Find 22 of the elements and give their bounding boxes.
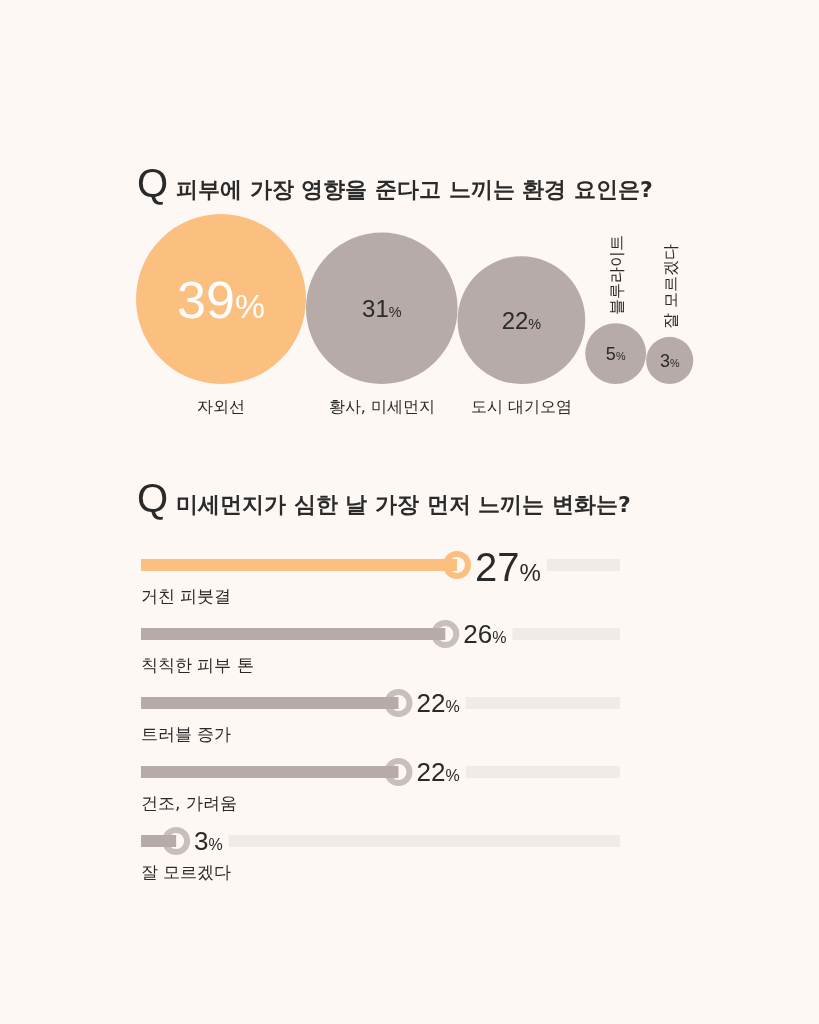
y-tick-label: 거친 피붓결 bbox=[141, 586, 232, 606]
category-label: 잘 모르겠다 bbox=[660, 243, 680, 329]
y-tick-label: 트러블 증가 bbox=[141, 724, 232, 744]
data-label: 22% bbox=[501, 306, 542, 334]
data-label: 5% bbox=[605, 344, 626, 365]
data-label: 3% bbox=[659, 350, 680, 371]
data-label: 26% bbox=[463, 619, 507, 649]
y-tick-label: 잘 모르겠다 bbox=[141, 862, 232, 882]
y-tick-label: 칙칙한 피부 톤 bbox=[141, 655, 254, 675]
data-label: 22% bbox=[416, 688, 460, 718]
data-label: 3% bbox=[194, 826, 223, 856]
data-label: 22% bbox=[416, 757, 460, 787]
category-label: 도시 대기오염 bbox=[470, 397, 572, 416]
data-label: 31% bbox=[362, 294, 402, 322]
text: Q 피부에 가장 영향을 준다고 느끼는 환경 요인은? bbox=[137, 161, 653, 205]
category-label: 자외선 bbox=[197, 397, 245, 416]
data-label: 39% bbox=[177, 270, 265, 329]
category-label: 황사, 미세먼지 bbox=[328, 397, 435, 416]
data-label: 27% bbox=[475, 545, 541, 589]
chart-title: Q 미세먼지가 심한 날 가장 먼저 느끼는 변화는? bbox=[137, 476, 631, 520]
category-label: 블루라이트 bbox=[606, 235, 626, 316]
y-tick-label: 건조, 가려움 bbox=[141, 793, 237, 813]
